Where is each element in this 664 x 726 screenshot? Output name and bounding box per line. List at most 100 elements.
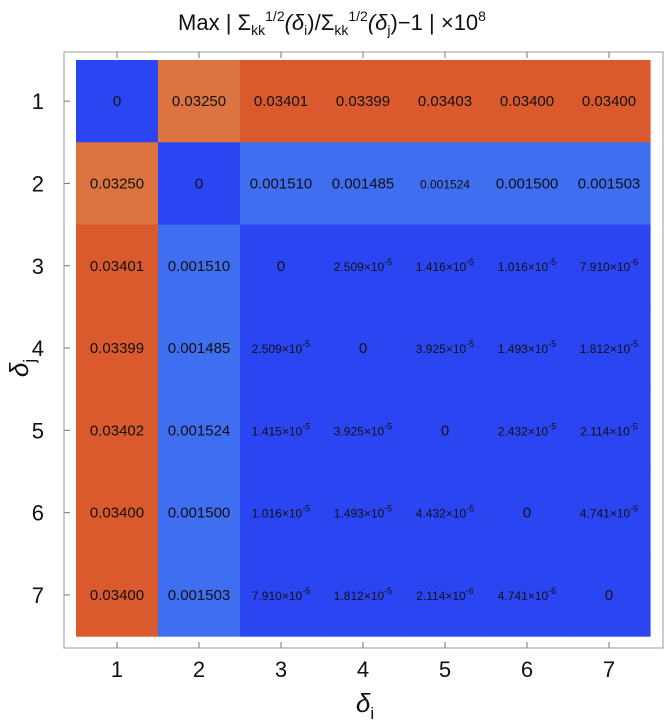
- cell-label-r7-c7: 0: [605, 587, 613, 604]
- cell-label-r4-c3: 2.509×10-5: [252, 339, 310, 356]
- x-tick-label-2: 2: [193, 657, 205, 682]
- x-axis-label: δi: [356, 688, 374, 723]
- heatmap-cell-r5-c7: [568, 389, 651, 473]
- cell-label-r7-c2: 0.001503: [168, 587, 231, 604]
- heatmap-cell-r1-c3: [240, 60, 323, 143]
- heatmap-cell-r4-c2: [158, 306, 241, 390]
- heatmap-cell-r4-c3: [240, 306, 323, 390]
- cell-label-r2-c5: 0.001524: [420, 177, 470, 191]
- cell-label-r7-c3: 7.910×10-5: [252, 586, 310, 603]
- cell-label-r5-c5: 0: [441, 422, 449, 439]
- heatmap-cell-r6-c5: [404, 471, 487, 555]
- heatmap-cell-r5-c2: [158, 389, 241, 473]
- y-axis-label: δj: [4, 359, 39, 377]
- cell-label-r5-c2: 0.001524: [168, 422, 231, 439]
- cell-label-r2-c2: 0: [195, 175, 203, 192]
- cell-label-r4-c7: 1.812×10-5: [580, 339, 638, 356]
- heatmap-cell-r5-c1: [76, 389, 159, 473]
- cell-label-r2-c1: 0.03250: [90, 175, 144, 192]
- heatmap-cell-r4-c6: [486, 306, 569, 390]
- cell-label-r2-c3: 0.001510: [250, 175, 313, 192]
- y-tick-label-4: 4: [32, 336, 44, 361]
- heatmap-cell-r3-c2: [158, 224, 241, 308]
- heatmap-cell-r5-c3: [240, 389, 323, 473]
- heatmap-cell-r3-c4: [322, 224, 405, 308]
- heatmap-cell-r7-c3: [240, 553, 323, 637]
- heatmap-cell-r3-c5: [404, 224, 487, 308]
- heatmap-cell-r2-c5: [404, 142, 487, 226]
- x-tick-label-7: 7: [603, 657, 615, 682]
- y-tick-label-6: 6: [32, 501, 44, 526]
- heatmap-cell-r7-c4: [322, 553, 405, 637]
- heatmap-cell-r6-c3: [240, 471, 323, 555]
- heatmap-cell-r1-c4: [322, 60, 405, 143]
- heatmap-cell-r7-c5: [404, 553, 487, 637]
- cell-label-r3-c7: 7.910×10-6: [580, 257, 638, 274]
- axis-ticks: 1 2 3 4 5 6 7 1 2 3 4 5 6 7: [32, 52, 615, 682]
- heatmap-cell-r6-c7: [568, 471, 651, 555]
- heatmap-cell-r1-c6: [486, 60, 569, 143]
- cell-label-r3-c5: 1.416×10-5: [416, 257, 474, 274]
- cell-label-r5-c1: 0.03402: [90, 422, 144, 439]
- cell-label-r3-c6: 1.016×10-5: [498, 257, 556, 274]
- y-tick-label-3: 3: [32, 254, 44, 279]
- cell-label-r4-c2: 0.001485: [168, 340, 231, 357]
- cell-label-r1-c6: 0.03400: [500, 93, 554, 110]
- cell-labels: 0 0.03250 0.03401 0.03399 0.03403 0.03400 0.03…: [90, 93, 640, 604]
- cell-label-r6-c2: 0.001500: [168, 505, 231, 522]
- cell-label-r3-c1: 0.03401: [90, 258, 144, 275]
- cell-label-r6-c4: 1.493×10-5: [334, 504, 392, 521]
- cell-label-r4-c6: 1.493×10-5: [498, 339, 556, 356]
- heatmap-cell-r3-c6: [486, 224, 569, 308]
- heatmap-cell-r5-c4: [322, 389, 405, 473]
- cell-label-r2-c4: 0.001485: [332, 175, 395, 192]
- heatmap-cell-r1-c1: [76, 60, 159, 143]
- heatmap-cell-r6-c1: [76, 471, 159, 555]
- heatmap-cell-r2-c4: [322, 142, 405, 226]
- heatmap-cell-r3-c7: [568, 224, 651, 308]
- cell-label-r6-c7: 4.741×10-6: [580, 504, 638, 521]
- cell-label-r2-c7: 0.001503: [578, 175, 641, 192]
- x-tick-label-4: 4: [357, 657, 369, 682]
- x-tick-label-6: 6: [521, 657, 533, 682]
- heatmap-cell-r7-c1: [76, 553, 159, 637]
- x-tick-label-5: 5: [439, 657, 451, 682]
- heatmap-cell-r2-c7: [568, 142, 651, 226]
- cell-label-r1-c3: 0.03401: [254, 93, 308, 110]
- cell-label-r6-c3: 1.016×10-5: [252, 504, 310, 521]
- cell-label-r5-c4: 3.925×10-5: [334, 421, 392, 438]
- cell-label-r7-c6: 4.741×10-6: [498, 586, 556, 603]
- cell-label-r5-c7: 2.114×10-5: [580, 421, 638, 438]
- cell-label-r1-c5: 0.03403: [418, 93, 472, 110]
- x-tick-label-3: 3: [275, 657, 287, 682]
- cell-label-r7-c1: 0.03400: [90, 587, 144, 604]
- heatmap-cell-r4-c7: [568, 306, 651, 390]
- cell-label-r7-c4: 1.812×10-5: [334, 586, 392, 603]
- heatmap-cell-r7-c2: [158, 553, 241, 637]
- heatmap-cell-r7-c6: [486, 553, 569, 637]
- heatmap-cell-r5-c5: [404, 389, 487, 473]
- heatmap-cell-r5-c6: [486, 389, 569, 473]
- heatmap-cell-r1-c5: [404, 60, 487, 143]
- heatmap-cell-r2-c3: [240, 142, 323, 226]
- heatmap-cell-r4-c1: [76, 306, 159, 390]
- heatmap-cell-r4-c5: [404, 306, 487, 390]
- y-tick-label-2: 2: [32, 171, 44, 196]
- cell-label-r1-c2: 0.03250: [172, 93, 226, 110]
- cell-label-r1-c1: 0: [113, 93, 121, 110]
- heatmap-cell-r2-c1: [76, 142, 159, 226]
- cell-label-r5-c6: 2.432×10-5: [498, 421, 556, 438]
- cell-label-r6-c1: 0.03400: [90, 505, 144, 522]
- cell-label-r6-c5: 4.432×10-5: [416, 504, 474, 521]
- chart-title: Max | Σkk1/2(δi)/Σkk1/2(δj)−1 | ×108: [178, 8, 486, 38]
- cell-label-r6-c6: 0: [523, 505, 531, 522]
- cell-label-r1-c7: 0.03400: [582, 93, 636, 110]
- heatmap-cell-r6-c4: [322, 471, 405, 555]
- heatmap-cell-r3-c3: [240, 224, 323, 308]
- cell-label-r3-c3: 0: [277, 258, 285, 275]
- y-tick-label-1: 1: [32, 89, 44, 114]
- cell-label-r4-c4: 0: [359, 340, 367, 357]
- heatmap-cells: [76, 60, 651, 637]
- heatmap-cell-r1-c2: [158, 60, 241, 143]
